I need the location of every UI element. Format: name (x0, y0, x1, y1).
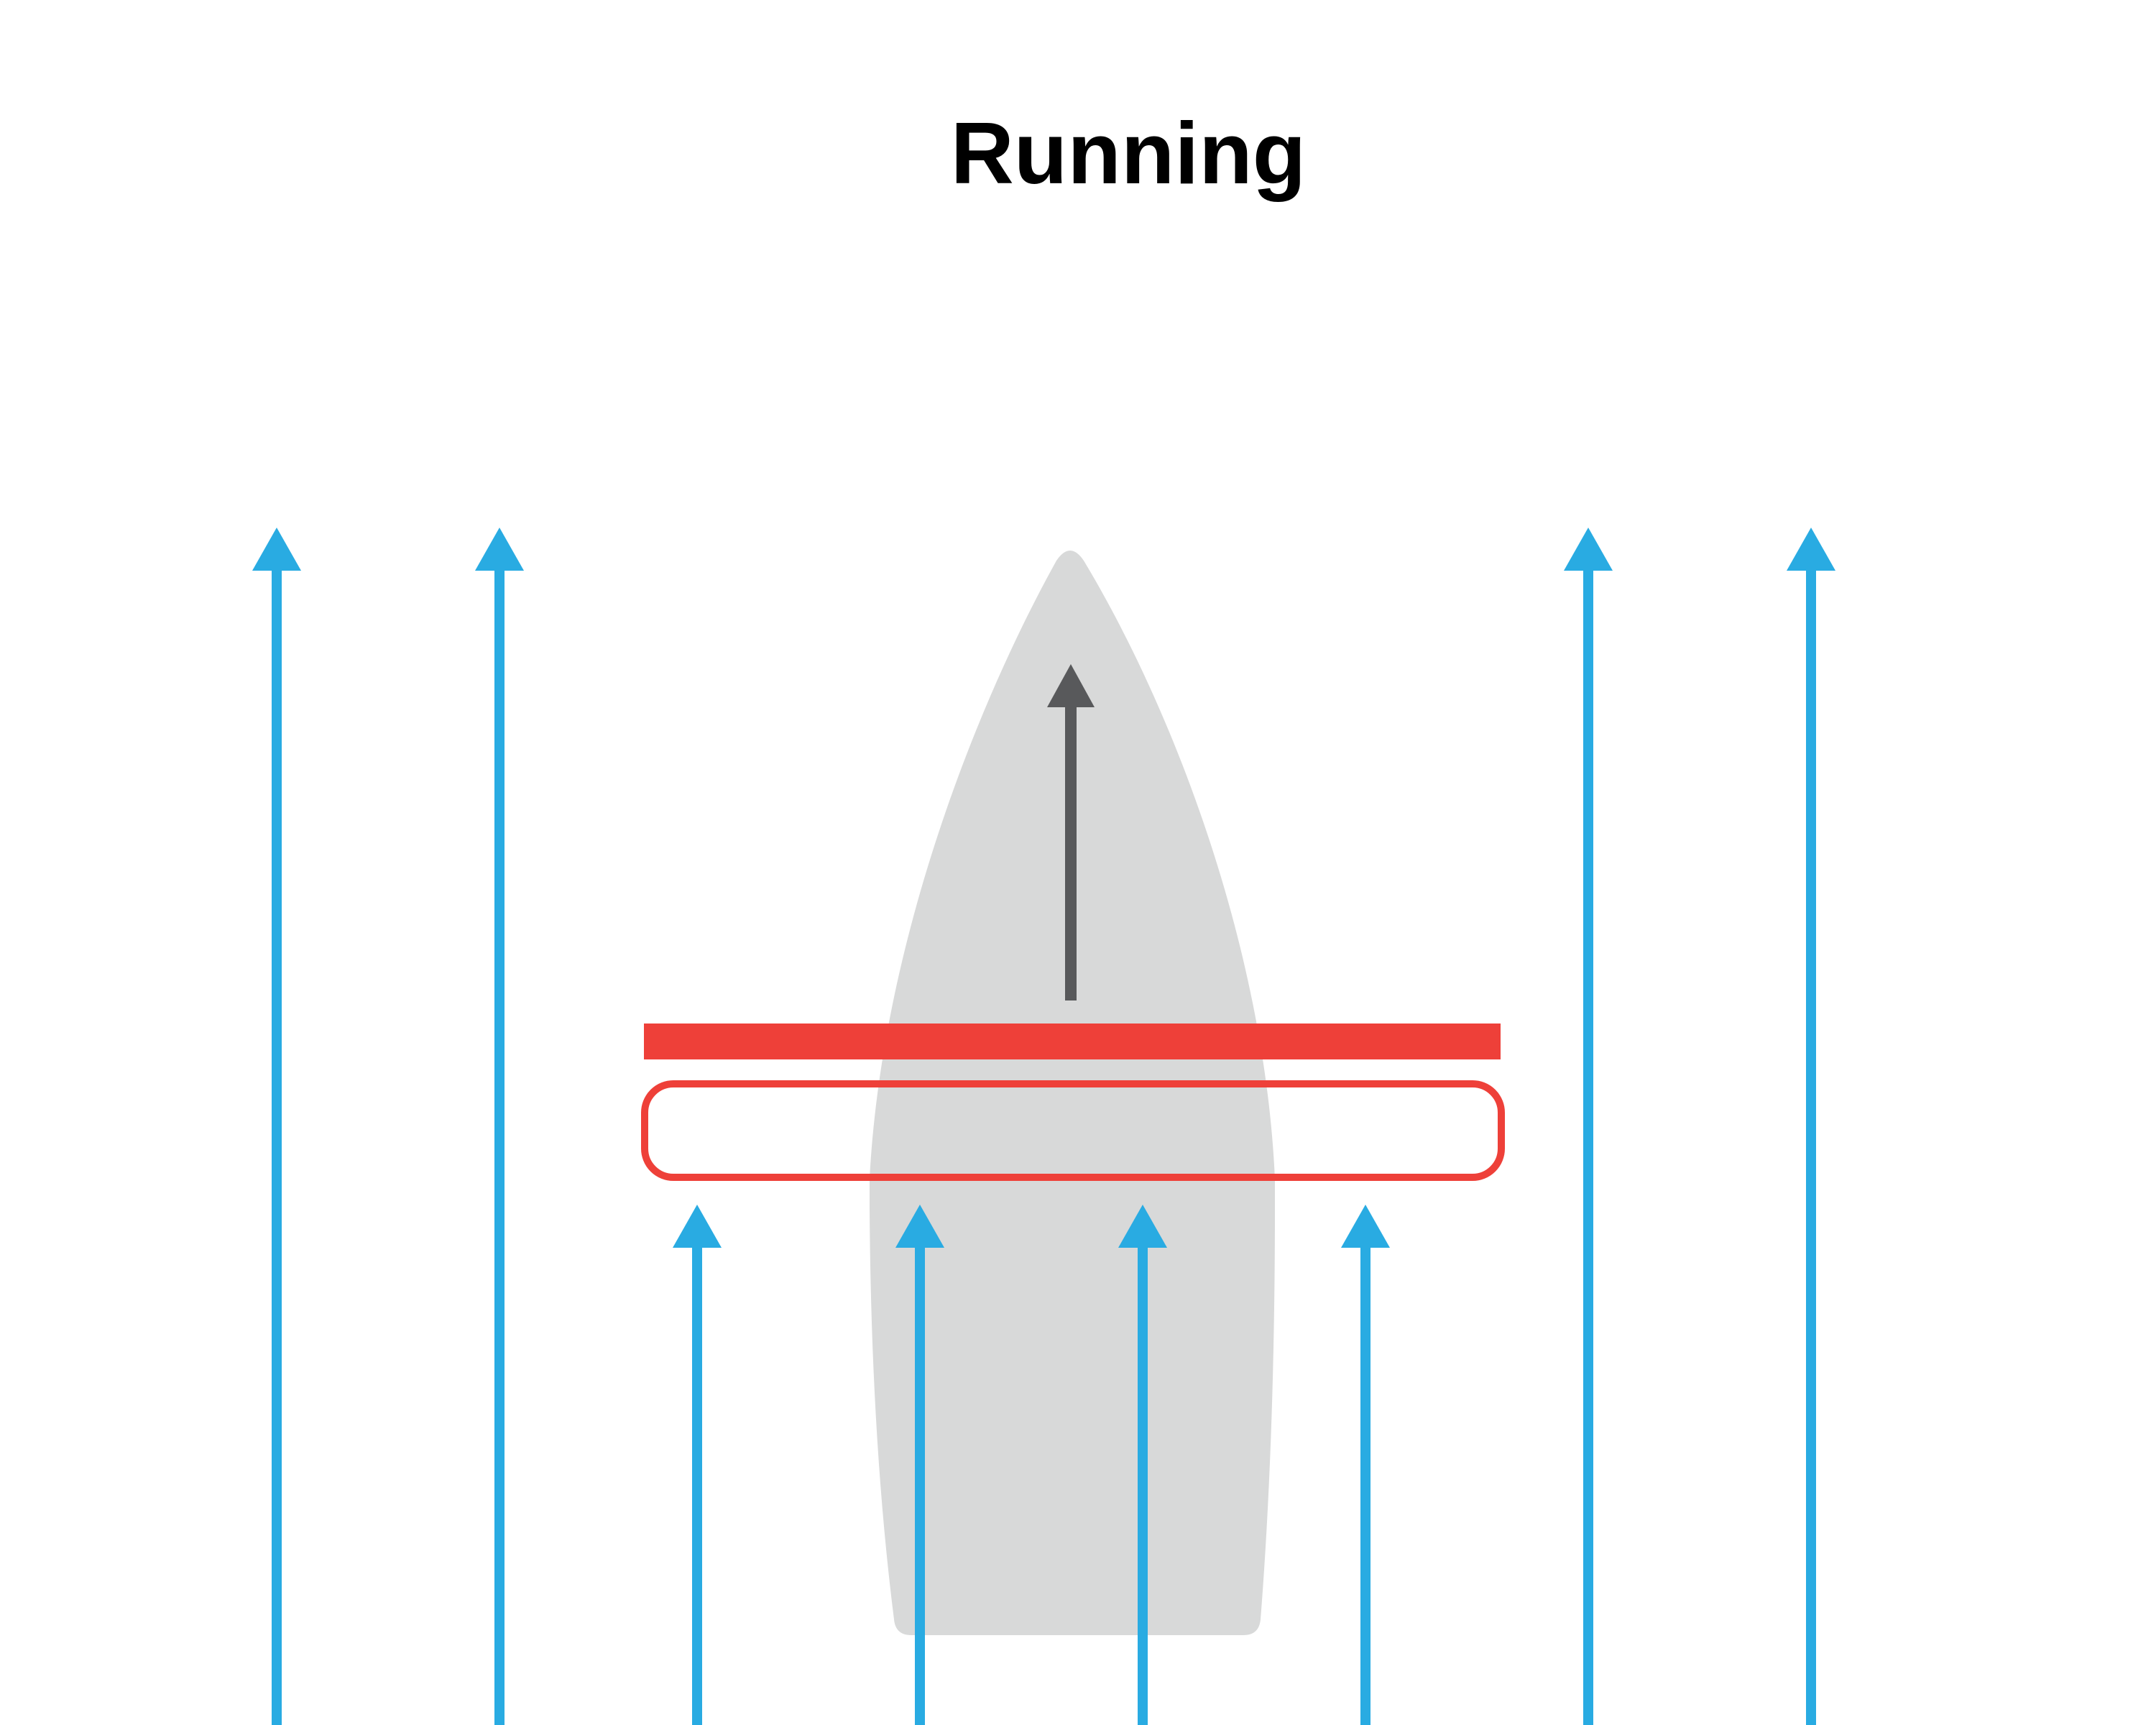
sail-outline (641, 1080, 1505, 1181)
wind-arrow-inner-3 (1118, 1205, 1167, 1725)
sail-bar (644, 1024, 1501, 1059)
wind-arrow-inner-1 (673, 1205, 722, 1725)
boat-direction-arrow (1047, 664, 1095, 1000)
wind-arrow-outer-right-2 (1787, 528, 1835, 1725)
wind-arrow-inner-2 (895, 1205, 944, 1725)
wind-arrow-outer-left-1 (252, 528, 301, 1725)
wind-arrows (252, 528, 1835, 1725)
wind-arrow-outer-left-2 (475, 528, 524, 1725)
boat-hull (870, 551, 1275, 1635)
wind-arrow-inner-4 (1341, 1205, 1390, 1725)
wind-arrow-outer-right-1 (1564, 528, 1613, 1725)
diagram-title: Running (951, 104, 1307, 202)
